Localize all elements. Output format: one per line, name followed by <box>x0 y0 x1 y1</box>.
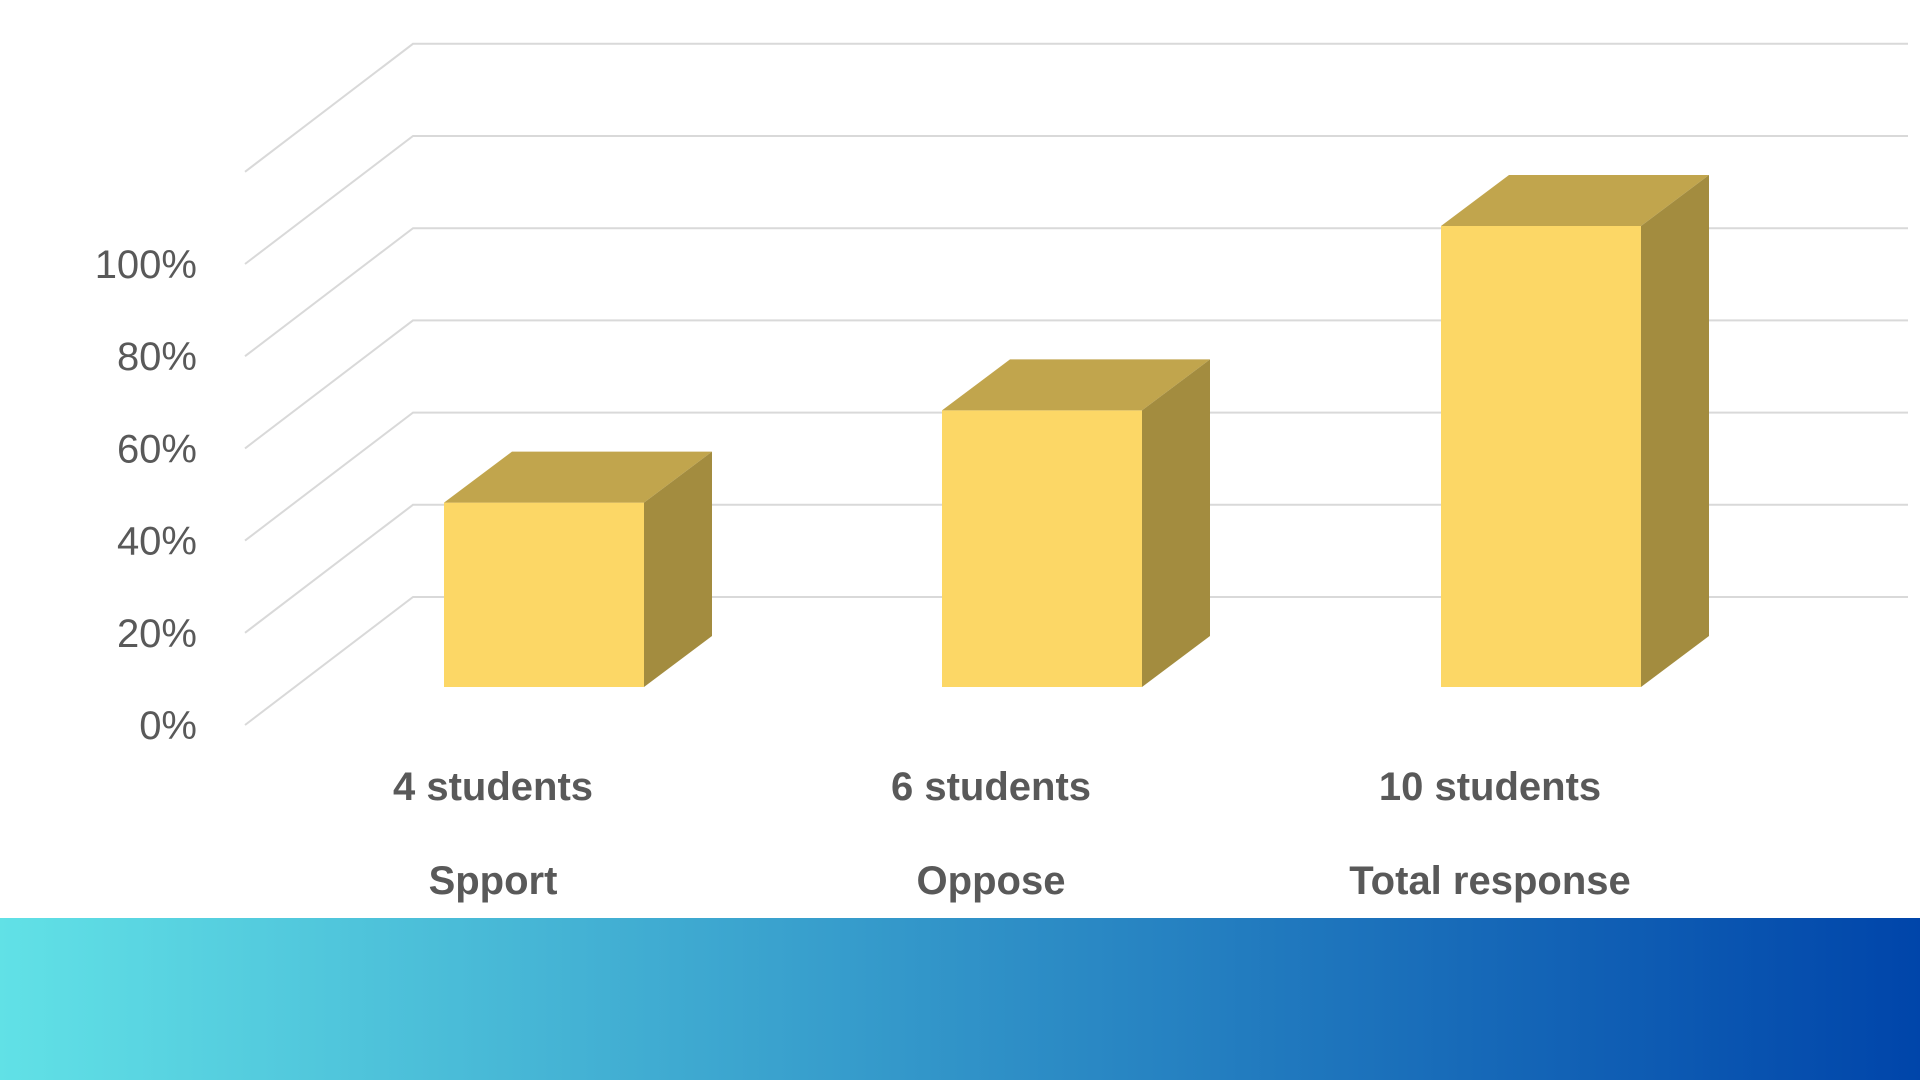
gridline <box>244 135 1908 265</box>
gridline <box>244 42 1908 173</box>
y-tick-label: 40% <box>117 520 197 564</box>
bar-data-label: 4 students <box>393 765 593 809</box>
y-tick-label: 80% <box>117 335 197 379</box>
bar-front-face <box>942 410 1142 687</box>
bar-top-face <box>444 451 712 503</box>
gridline <box>244 319 1908 450</box>
bar-top-face <box>1441 175 1709 226</box>
category-label: Spport <box>429 859 558 903</box>
category-labels: Spport Oppose Total response <box>429 859 1631 903</box>
bar-side-face <box>644 451 712 687</box>
y-tick-label: 100% <box>95 243 197 287</box>
bar-data-label: 10 students <box>1379 765 1601 809</box>
bar <box>942 359 1210 687</box>
bar-labels: 4 students 6 students 10 students <box>393 765 1601 809</box>
bar-top-face <box>942 359 1210 411</box>
bars <box>444 175 1709 687</box>
bar-front-face <box>444 502 644 687</box>
gridlines <box>244 42 1908 726</box>
gridline <box>244 411 1908 542</box>
y-axis-ticks: 0% 20% 40% 60% 80% 100% <box>95 243 197 748</box>
gridline <box>244 503 1908 634</box>
bar-data-label: 6 students <box>891 765 1091 809</box>
footer-gradient-band <box>0 918 1920 1080</box>
bar-side-face <box>1142 359 1210 687</box>
bar-front-face <box>1441 226 1641 687</box>
category-label: Oppose <box>917 859 1066 903</box>
y-tick-label: 20% <box>117 612 197 656</box>
bar-side-face <box>1641 175 1709 687</box>
bar-chart: 0% 20% 40% 60% 80% 100% 4 students 6 students 1… <box>95 42 1908 903</box>
category-label: Total response <box>1349 859 1631 903</box>
y-tick-label: 60% <box>117 427 197 471</box>
bar <box>1441 175 1709 687</box>
y-tick-label: 0% <box>139 704 197 748</box>
gridline <box>244 227 1908 357</box>
bar <box>444 451 712 687</box>
gridline <box>244 596 1908 726</box>
